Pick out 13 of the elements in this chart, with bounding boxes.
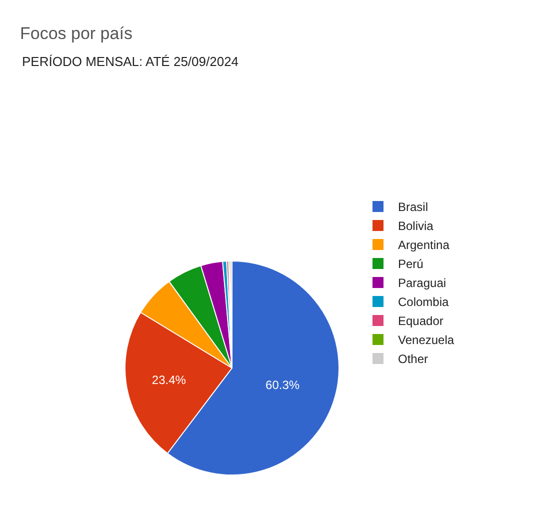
legend-label: Argentina [398, 238, 450, 252]
legend-label: Equador [398, 314, 444, 328]
chart-title: Focos por país [20, 24, 132, 43]
data-label: 60.3% [266, 378, 300, 392]
legend-label: Venezuela [398, 333, 454, 348]
legend-label: Bolivia [398, 219, 434, 234]
legend-label: Brasil [398, 200, 428, 214]
legend-label: Perú [398, 257, 424, 272]
legend-label: Colombia [398, 295, 450, 310]
legend-label: Other [398, 352, 428, 366]
chart-subtitle: PERÍODO MENSAL: ATÉ 25/09/2024 [22, 54, 239, 69]
data-label: 23.4% [152, 373, 186, 387]
legend-label: Paraguai [398, 276, 446, 290]
